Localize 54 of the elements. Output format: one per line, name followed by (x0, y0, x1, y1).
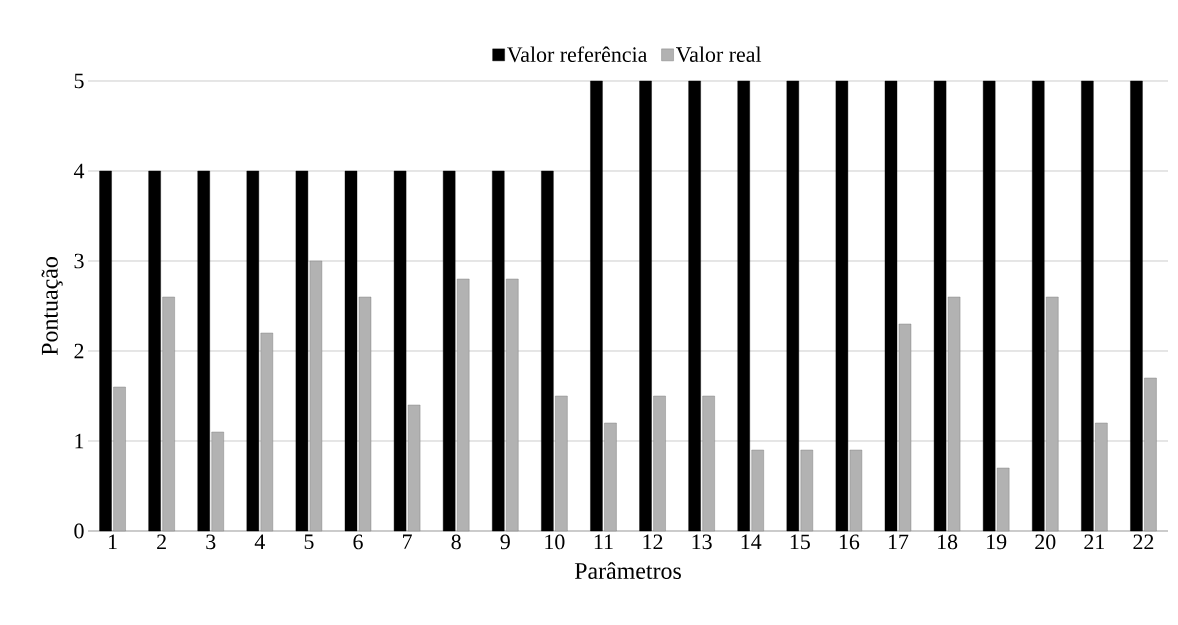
bar (344, 170, 358, 532)
bar (933, 80, 947, 532)
y-tick-label: 1 (75, 433, 84, 449)
bar (99, 170, 112, 532)
x-tick-label: 5 (304, 534, 314, 550)
x-tick-label: 10 (545, 534, 565, 550)
x-tick-label: 19 (987, 534, 1007, 550)
bar (148, 170, 161, 532)
x-tick-label: 8 (451, 534, 461, 550)
bar (197, 170, 210, 532)
y-tick-label: 2 (74, 343, 84, 359)
bar (1130, 80, 1143, 532)
legend-label: Valor referência (507, 46, 648, 63)
bar (688, 80, 701, 532)
x-tick-label: 15 (790, 534, 810, 550)
x-tick-label: 9 (500, 534, 510, 550)
bar (590, 80, 603, 532)
bar (1081, 80, 1094, 532)
x-tick-label: 14 (741, 534, 762, 549)
x-tick-label: 6 (353, 534, 363, 550)
bar (393, 170, 407, 532)
bar (492, 170, 505, 532)
y-tick-label: 4 (73, 163, 85, 179)
bar (639, 80, 652, 532)
bar (737, 80, 750, 532)
bar (541, 170, 554, 532)
legend-label: Valor real (676, 46, 762, 63)
x-tick-label: 4 (254, 534, 265, 549)
bar (884, 80, 898, 532)
x-tick-label: 16 (839, 534, 860, 550)
bar (786, 80, 800, 532)
y-tick-label: 5 (74, 73, 84, 89)
x-tick-label: 22 (1133, 534, 1154, 550)
bar (442, 170, 456, 532)
bar (246, 170, 260, 532)
y-axis-title: Pontuação (41, 257, 63, 356)
bar (982, 80, 996, 532)
x-axis-title: Parâmetros (574, 562, 681, 580)
bar (835, 80, 849, 532)
bar (295, 170, 309, 532)
y-tick-label: 0 (74, 523, 84, 539)
x-tick-label: 17 (888, 534, 909, 549)
x-tick-label: 21 (1084, 534, 1104, 550)
x-tick-label: 2 (157, 534, 166, 550)
x-tick-label: 18 (938, 534, 958, 550)
x-tick-label: 1 (108, 534, 117, 549)
x-tick-label: 20 (1035, 534, 1056, 550)
bar (1032, 80, 1045, 532)
x-tick-label: 7 (403, 534, 412, 549)
x-tick-label: 11 (594, 534, 613, 549)
x-tick-label: 12 (643, 534, 663, 550)
x-tick-label: 3 (206, 534, 216, 550)
x-tick-label: 13 (692, 534, 712, 550)
y-tick-label: 3 (74, 253, 84, 269)
